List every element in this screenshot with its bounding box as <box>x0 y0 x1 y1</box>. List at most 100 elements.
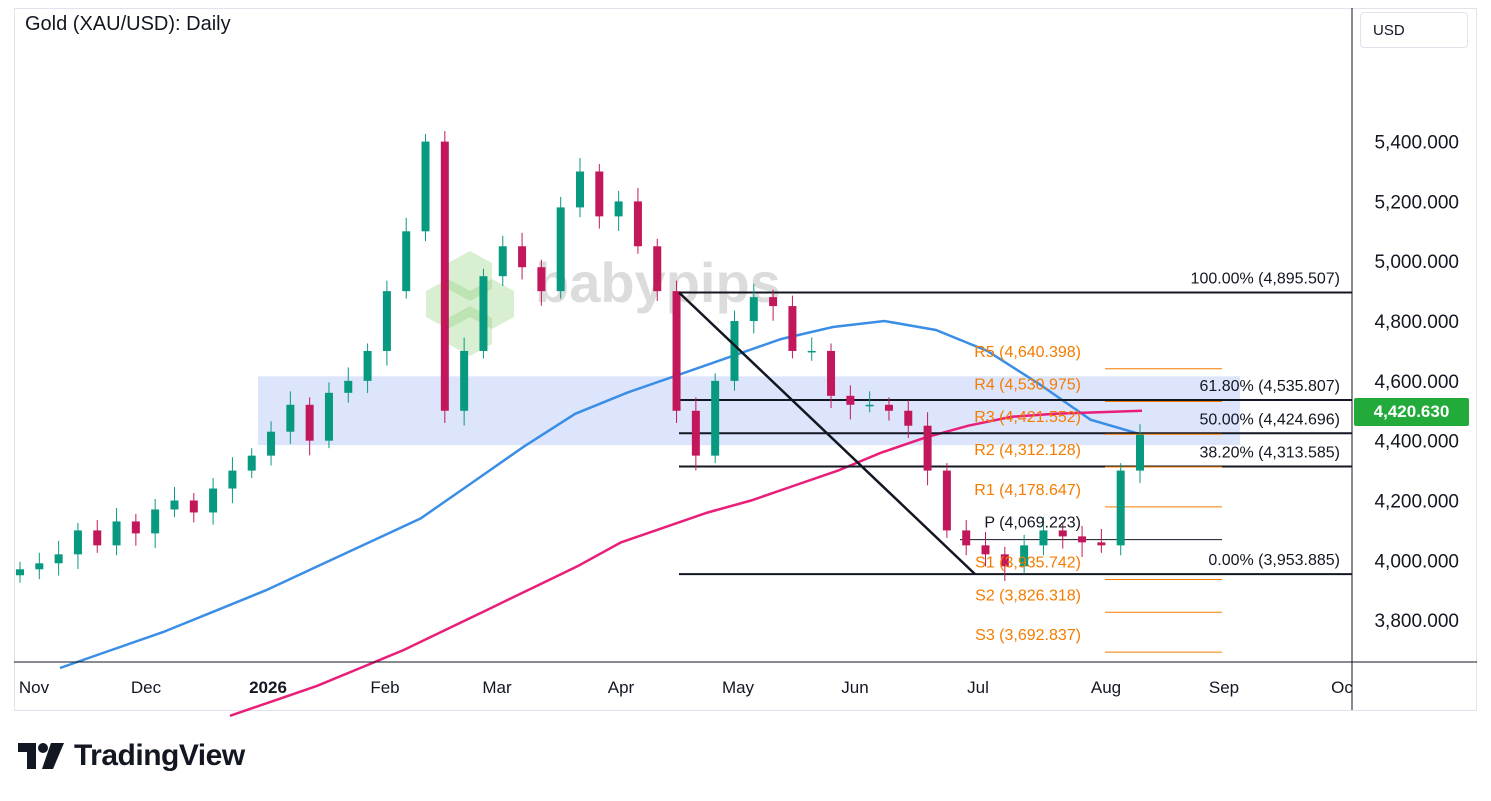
candle-body <box>93 530 102 546</box>
candle-body <box>923 425 932 471</box>
candle-body <box>189 500 198 513</box>
slow-moving-average-line <box>229 409 1143 717</box>
time-axis-tick-label: Jun <box>841 678 868 697</box>
candle-body <box>653 246 662 292</box>
candle-body <box>865 404 874 407</box>
time-axis-tick-label: 2026 <box>249 678 287 697</box>
candle-body <box>1000 554 1009 567</box>
candle-body <box>884 404 893 411</box>
candle-body <box>537 267 546 292</box>
pivot-level-label: R4 (4,530.975) <box>974 377 1081 394</box>
pivot-level-label: S2 (3,826.318) <box>975 587 1081 604</box>
time-axis-tick-label: Nov <box>19 678 50 697</box>
candle-body <box>170 500 179 510</box>
candle-body <box>247 455 256 471</box>
candle-body <box>788 306 797 351</box>
candle-body <box>460 350 469 411</box>
time-axis-tick-label: Aug <box>1091 678 1121 697</box>
candle-body <box>209 488 218 513</box>
candle-body <box>904 410 913 426</box>
candle-body <box>286 404 295 432</box>
candle-body <box>324 392 333 441</box>
candle-body <box>962 530 971 546</box>
fib-level-label: 50.00% (4,424.696) <box>1199 411 1340 428</box>
resistance-zone <box>258 376 1240 446</box>
time-axis-tick-label: May <box>722 678 755 697</box>
fib-level-label: 0.00% (3,953.885) <box>1208 552 1340 569</box>
price-axis-tick-label: 4,000.000 <box>1374 551 1459 572</box>
price-axis-tick-label: 3,800.000 <box>1374 611 1459 632</box>
candle-body <box>769 297 778 307</box>
candle-body <box>846 395 855 405</box>
candle-body <box>305 404 314 441</box>
price-axis-tick-label: 4,600.000 <box>1374 372 1459 393</box>
currency-button[interactable]: USD <box>1360 12 1468 48</box>
candle-body <box>1039 530 1048 546</box>
candle-body <box>131 521 140 534</box>
price-axis-tick-label: 5,000.000 <box>1374 252 1459 273</box>
candle-body <box>402 231 411 292</box>
candle-body <box>1078 536 1087 543</box>
candle-body <box>151 509 160 534</box>
candle-body <box>691 410 700 456</box>
candle-body <box>1058 530 1067 537</box>
candle-body <box>576 171 584 208</box>
last-price-label: 4,420.630 <box>1354 398 1469 426</box>
candle-body <box>633 201 642 247</box>
price-axis-tick-label: 4,400.000 <box>1374 432 1459 453</box>
candle-body <box>749 297 758 322</box>
tradingview-logo[interactable]: TradingView <box>18 738 245 774</box>
price-axis-tick-label: 5,400.000 <box>1374 133 1459 154</box>
time-axis-tick-label: Sep <box>1209 678 1239 697</box>
candle-body <box>614 201 623 217</box>
candle-body <box>344 380 353 393</box>
fib-level-label: 61.80% (4,535.807) <box>1199 378 1340 395</box>
candle-body <box>730 321 739 381</box>
candle-body <box>228 470 237 489</box>
candle-body <box>807 350 816 353</box>
candle-body <box>54 554 63 564</box>
pivot-level-label: S3 (3,692.837) <box>975 627 1081 644</box>
candle-body <box>1116 470 1125 546</box>
tradingview-logo-icon <box>18 743 64 769</box>
candle-body <box>1136 434 1144 471</box>
candle-body <box>112 521 121 546</box>
candle-body <box>498 246 507 277</box>
candle-body <box>672 291 681 411</box>
time-axis-tick-label: Jul <box>967 678 989 697</box>
candle-body <box>595 171 604 217</box>
candle-body <box>556 207 565 292</box>
price-axis-tick-label: 4,200.000 <box>1374 491 1459 512</box>
fib-level-label: 100.00% (4,895.507) <box>1191 270 1340 287</box>
pivot-level-label: R3 (4,421.552) <box>974 409 1081 426</box>
time-axis-tick-label: Apr <box>608 678 635 697</box>
candle-body <box>518 246 527 268</box>
tradingview-logo-text: TradingView <box>74 739 245 772</box>
candle-body <box>827 350 836 396</box>
time-axis-tick-label: Oc <box>1331 678 1353 697</box>
downtrend-line <box>678 291 976 576</box>
candle-body <box>421 141 430 232</box>
candle-body <box>942 470 951 531</box>
candle-body <box>16 569 24 576</box>
fast-moving-average-line <box>59 319 1143 670</box>
pivot-level-label: P (4,069.223) <box>984 515 1081 532</box>
candle-body <box>35 563 44 570</box>
candle-body <box>440 141 449 411</box>
candle-body <box>363 350 372 381</box>
pivot-level-label: R1 (4,178.647) <box>974 482 1081 499</box>
candle-body <box>73 530 82 555</box>
time-axis-tick-label: Dec <box>131 678 162 697</box>
candle-body <box>267 431 276 456</box>
candle-body <box>1097 542 1106 546</box>
candle-body <box>479 276 488 351</box>
chart-title: Gold (XAU/USD): Daily <box>25 13 231 35</box>
time-axis-tick-label: Feb <box>370 678 399 697</box>
time-axis-tick-label: Mar <box>482 678 512 697</box>
price-axis-tick-label: 5,200.000 <box>1374 192 1459 213</box>
candle-body <box>711 380 720 456</box>
pivot-level-label: R2 (4,312.128) <box>974 442 1081 459</box>
pivot-level-label: S1 (3,935.742) <box>975 555 1081 572</box>
pivot-level-label: R5 (4,640.398) <box>974 344 1081 361</box>
